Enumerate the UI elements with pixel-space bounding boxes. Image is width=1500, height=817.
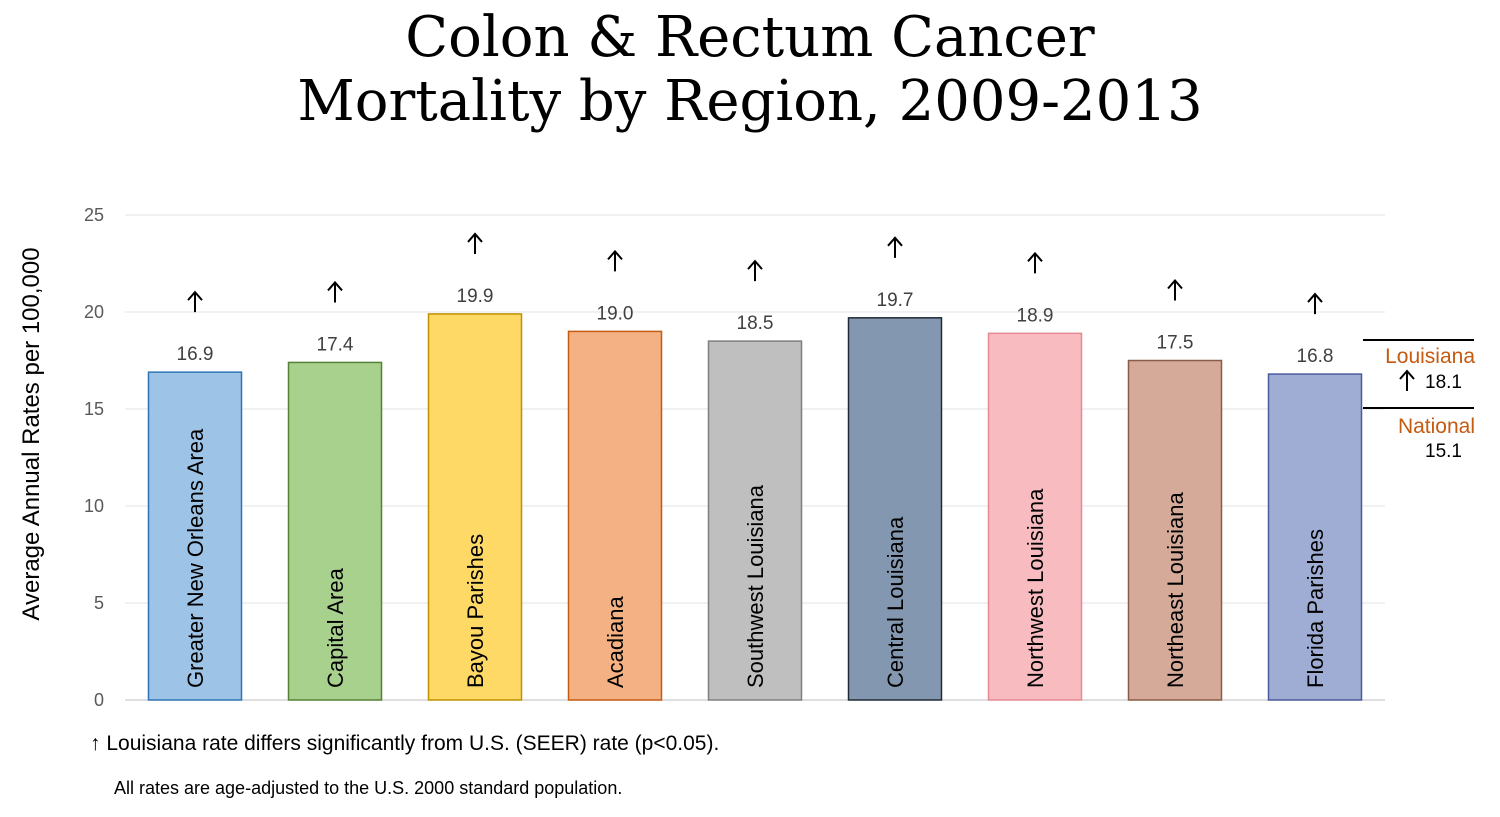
bar (147, 371, 243, 701)
y-tick-label: 20 (84, 302, 104, 322)
category-label: Greater New Orleans Area (183, 428, 208, 688)
significance-arrow-icon (607, 249, 623, 272)
category-label: Capital Area (323, 567, 348, 688)
bar (567, 330, 663, 701)
reference-name: Louisiana (1385, 345, 1475, 368)
bar-value-label: 18.5 (737, 313, 774, 334)
category-label: Northeast Louisiana (1163, 492, 1188, 688)
y-tick-label: 25 (84, 205, 104, 225)
y-tick-label: 0 (94, 690, 104, 710)
bar (707, 340, 803, 701)
reference-name: National (1398, 415, 1475, 438)
bar-value-label: 18.9 (1017, 305, 1054, 326)
bar-value-label: 17.4 (317, 334, 354, 355)
significance-footnote-text: Louisiana rate differs significantly fro… (106, 732, 720, 755)
age-adjusted-footnote: All rates are age-adjusted to the U.S. 2… (114, 778, 623, 798)
chart-title-line-2: Mortality by Region, 2009-2013 (297, 69, 1203, 134)
category-label: Southwest Louisiana (743, 484, 768, 688)
chart-title-line-1: Colon & Rectum Cancer (405, 5, 1095, 70)
bar (1267, 373, 1363, 701)
bar (287, 361, 383, 701)
category-label: Central Louisiana (883, 516, 908, 688)
significance-arrow-icon (327, 280, 343, 303)
significance-arrow-icon (187, 290, 203, 313)
bar (847, 317, 943, 701)
y-tick-label: 10 (84, 496, 104, 516)
category-label: Acadiana (603, 595, 628, 688)
significance-arrow-icon (467, 232, 483, 254)
bar-value-label: 16.9 (177, 344, 214, 365)
significance-arrow-icon (747, 259, 763, 282)
bar-value-label: 16.8 (1297, 346, 1334, 367)
significance-arrow-icon (1027, 251, 1043, 274)
y-tick-label: 5 (94, 593, 104, 613)
category-label: Florida Parishes (1303, 529, 1328, 688)
bar (427, 313, 523, 701)
significance-arrow-icon (1399, 369, 1415, 391)
bar (987, 332, 1083, 701)
reference-value: 18.1 (1425, 372, 1462, 393)
bar (1127, 359, 1223, 701)
reference-value: 15.1 (1425, 441, 1462, 462)
category-label: Northwest Louisiana (1023, 488, 1048, 688)
bar-value-label: 19.9 (457, 286, 494, 307)
y-tick-label: 15 (84, 399, 104, 419)
bar-value-label: 19.7 (877, 290, 914, 311)
bar-value-label: 19.0 (597, 303, 634, 324)
up-arrow-icon: ↑ (90, 732, 101, 755)
significance-footnote: ↑ Louisiana rate differs significantly f… (90, 732, 719, 756)
significance-arrow-icon (887, 236, 903, 258)
significance-arrow-icon (1167, 278, 1183, 301)
category-label: Bayou Parishes (463, 534, 488, 688)
bar-value-label: 17.5 (1157, 333, 1194, 354)
chart-title: Colon & Rectum Cancer Mortality by Regio… (0, 6, 1500, 134)
significance-arrow-icon (1307, 292, 1323, 315)
